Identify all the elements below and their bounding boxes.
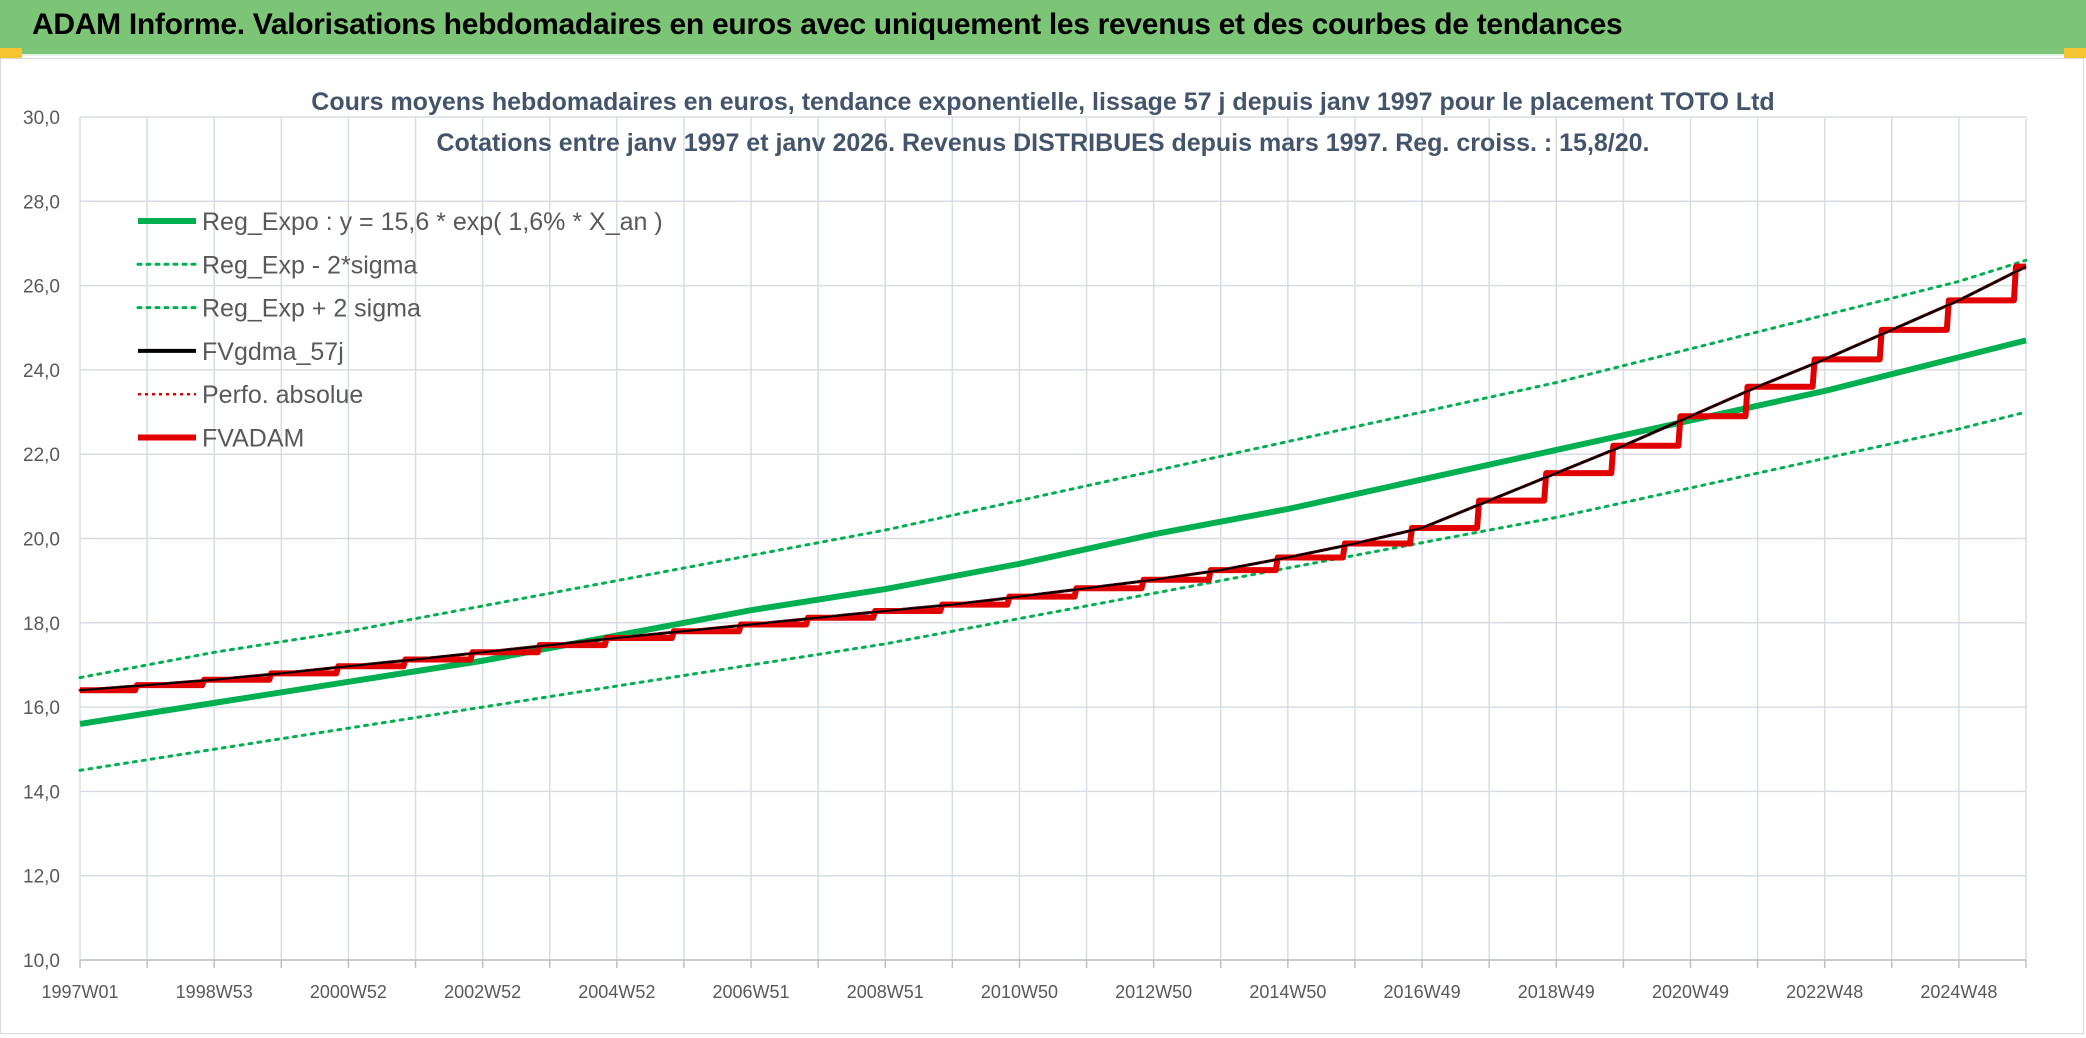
y-tick-label: 20,0 xyxy=(23,530,60,551)
legend-label: FVgdma_57j xyxy=(202,338,344,366)
legend-label: Reg_Expo : y = 15,6 * exp( 1,6% * X_an ) xyxy=(202,208,663,236)
y-tick-label: 14,0 xyxy=(23,782,60,803)
y-tick-label: 28,0 xyxy=(23,192,60,213)
y-tick-label: 24,0 xyxy=(23,361,60,382)
legend-label: Perfo. absolue xyxy=(202,381,363,409)
x-tick-label: 2022W48 xyxy=(1786,982,1863,1002)
y-tick-label: 18,0 xyxy=(23,614,60,635)
legend-perfo: Perfo. absolue xyxy=(138,381,363,409)
x-tick-label: 2012W50 xyxy=(1115,982,1192,1002)
x-tick-label: 2008W51 xyxy=(847,982,924,1002)
x-tick-label: 2010W50 xyxy=(981,982,1058,1002)
x-tick-label: 2000W52 xyxy=(310,982,387,1002)
legend-fvgdma: FVgdma_57j xyxy=(138,338,344,366)
chart-title-line-2: Cotations entre janv 1997 et janv 2026. … xyxy=(436,129,1649,157)
x-tick-label: 2018W49 xyxy=(1518,982,1595,1002)
legend-reg-exp-minus: Reg_Exp - 2*sigma xyxy=(136,251,417,279)
y-tick-label: 26,0 xyxy=(23,277,60,298)
fvgdma-57j-overlay-line xyxy=(79,265,2027,692)
legend-reg-exp-plus: Reg_Exp + 2 sigma xyxy=(136,295,421,323)
legend-label: FVADAM xyxy=(202,425,304,453)
x-tick-label: 2016W49 xyxy=(1384,982,1461,1002)
x-tick-label: 2004W52 xyxy=(578,982,655,1002)
reg-expo-line xyxy=(79,337,2027,727)
x-tick-label: 2014W50 xyxy=(1249,982,1326,1002)
x-tick-label: 1997W01 xyxy=(41,982,118,1002)
y-tick-label: 22,0 xyxy=(23,445,60,466)
x-tick-label: 1998W53 xyxy=(176,982,253,1002)
chart-title: Cours moyens hebdomadaires en euros, ten… xyxy=(311,88,1774,157)
legend-label: Reg_Exp - 2*sigma xyxy=(202,251,417,279)
axis-labels: 10,0 12,0 14,0 16,0 18,0 20,0 22,0 24,0 26,0 28,0… xyxy=(23,108,1997,1002)
y-tick-label: 12,0 xyxy=(23,867,60,888)
grid-layer xyxy=(79,116,2027,968)
legend-label: Reg_Exp + 2 sigma xyxy=(202,295,421,323)
legend-reg-expo: Reg_Expo : y = 15,6 * exp( 1,6% * X_an ) xyxy=(138,208,663,236)
reg-exp-plus-2sigma-line xyxy=(78,258,2028,680)
banner-corner-left xyxy=(0,48,22,58)
banner-corner-right xyxy=(2064,48,2086,58)
x-tick-label: 2002W52 xyxy=(444,982,521,1002)
chart-area-border xyxy=(0,58,2084,1034)
chart-title-line-1: Cours moyens hebdomadaires en euros, ten… xyxy=(311,88,1774,116)
legend: Reg_Expo : y = 15,6 * exp( 1,6% * X_an )… xyxy=(136,208,663,453)
x-tick-label: 2006W51 xyxy=(713,982,790,1002)
x-tick-label: 2024W48 xyxy=(1920,982,1997,1002)
legend-fvadam: FVADAM xyxy=(138,425,304,453)
x-tick-label: 2020W49 xyxy=(1652,982,1729,1002)
y-tick-label: 30,0 xyxy=(23,108,60,129)
report-banner: ADAM Informe. Valorisations hebdomadaire… xyxy=(0,0,2086,56)
y-tick-label: 16,0 xyxy=(23,698,60,719)
reg-exp-minus-2sigma-line xyxy=(78,410,2028,772)
series-layer xyxy=(78,258,2028,772)
report-title: ADAM Informe. Valorisations hebdomadaire… xyxy=(32,8,1623,41)
y-tick-label: 10,0 xyxy=(23,951,60,972)
